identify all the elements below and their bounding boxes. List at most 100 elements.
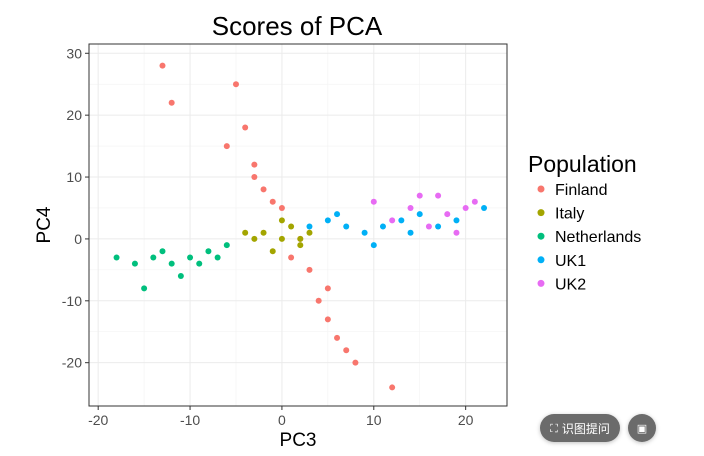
image-edit-icon: ▣	[636, 421, 648, 435]
data-point	[481, 204, 488, 211]
data-point	[389, 217, 396, 224]
series-italy	[242, 217, 313, 255]
data-point	[251, 161, 258, 168]
legend-key	[537, 232, 545, 240]
data-point	[416, 211, 423, 218]
data-point	[343, 223, 350, 230]
y-axis-label: PC4	[34, 206, 55, 243]
data-point	[407, 229, 414, 236]
data-point	[324, 316, 331, 323]
data-point	[113, 254, 120, 261]
data-point	[297, 235, 304, 242]
data-point	[435, 192, 442, 199]
scan-frame-icon: ⛶	[550, 421, 558, 435]
legend-label: Finland	[555, 182, 607, 199]
data-point	[159, 62, 166, 69]
series-uk2	[370, 192, 478, 236]
data-point	[306, 266, 313, 273]
image-edit-button[interactable]: ▣	[628, 414, 656, 442]
data-point	[453, 217, 460, 224]
y-tick-label: 30	[66, 45, 82, 61]
data-point	[435, 223, 442, 230]
data-point	[177, 273, 184, 280]
data-point	[205, 248, 212, 255]
data-point	[343, 347, 350, 354]
data-point	[306, 229, 313, 236]
y-axis-ticks: -20 -10 0 10 20 30	[62, 45, 89, 371]
data-point	[389, 384, 396, 391]
data-point	[196, 260, 203, 267]
plot-border	[88, 43, 508, 407]
x-tick-label: -10	[180, 412, 200, 428]
data-point	[416, 192, 423, 199]
data-point	[278, 217, 285, 224]
data-point	[251, 235, 258, 242]
y-tick-label: -10	[62, 293, 82, 309]
data-point	[453, 229, 460, 236]
data-point	[168, 99, 175, 106]
data-point	[324, 285, 331, 292]
legend-label: Netherlands	[555, 229, 641, 246]
data-point	[141, 285, 148, 292]
data-point	[278, 235, 285, 242]
data-point	[159, 248, 166, 255]
y-tick-label: 10	[66, 169, 82, 185]
legend-key	[537, 209, 545, 217]
x-axis-ticks: -20 -10 0 10 20	[88, 406, 474, 428]
data-point	[278, 204, 285, 211]
data-point	[269, 248, 276, 255]
data-point	[214, 254, 221, 261]
data-point	[462, 204, 469, 211]
data-point	[315, 297, 322, 304]
data-point	[471, 198, 478, 205]
data-point	[260, 186, 267, 193]
x-axis-label: PC3	[280, 430, 317, 451]
data-point	[242, 229, 249, 236]
legend-label: UK2	[555, 276, 586, 293]
data-point	[242, 124, 249, 131]
data-point	[251, 174, 258, 181]
x-tick-label: 0	[278, 412, 286, 428]
series-netherlands	[113, 242, 230, 292]
x-tick-label: 10	[366, 412, 382, 428]
data-point	[297, 242, 304, 249]
scan-question-label: 识图提问	[561, 421, 610, 436]
data-point	[379, 223, 386, 230]
scan-question-button[interactable]: ⛶ 识图提问	[540, 414, 620, 442]
data-point	[269, 198, 276, 205]
y-tick-label: -20	[62, 355, 82, 371]
data-point	[223, 242, 230, 249]
data-point	[334, 334, 341, 341]
data-point	[398, 217, 405, 224]
chart-title: Scores of PCA	[212, 11, 383, 41]
x-tick-label: 20	[458, 412, 474, 428]
legend-key	[537, 279, 545, 287]
data-point	[370, 198, 377, 205]
data-point	[187, 254, 194, 261]
data-points	[113, 62, 488, 391]
data-point	[223, 143, 230, 150]
legend-label: Italy	[555, 206, 584, 223]
data-point	[288, 223, 295, 230]
series-finland	[159, 62, 396, 391]
y-tick-label: 0	[74, 231, 82, 247]
series-uk1	[306, 204, 488, 249]
data-point	[131, 260, 138, 267]
data-point	[352, 359, 359, 366]
y-tick-label: 20	[66, 107, 82, 123]
data-point	[150, 254, 157, 261]
data-point	[334, 211, 341, 218]
data-point	[324, 217, 331, 224]
data-point	[288, 254, 295, 261]
data-point	[425, 223, 432, 230]
data-point	[260, 229, 267, 236]
data-point	[232, 81, 239, 88]
data-point	[361, 229, 368, 236]
data-point	[370, 242, 377, 249]
legend-label: UK1	[555, 253, 586, 270]
data-point	[306, 223, 313, 230]
plot-panel	[89, 44, 507, 406]
data-point	[407, 204, 414, 211]
legend-title: Population	[528, 151, 637, 177]
